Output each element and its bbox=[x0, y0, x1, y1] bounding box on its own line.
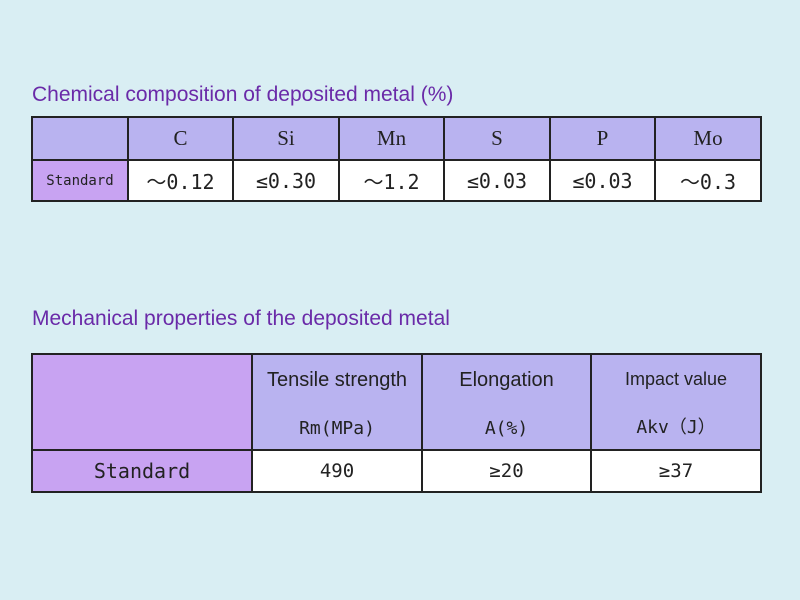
value-cell-c: ～0.12 bbox=[127, 159, 234, 202]
mechanical-properties-title: Mechanical properties of the deposited m… bbox=[32, 307, 450, 330]
value-cell-elongation: ≥20 bbox=[421, 449, 592, 493]
value-cell-s: ≤0.03 bbox=[443, 159, 551, 202]
table-row: Standard ～0.12 ≤0.30 ～1.2 ≤0.03 ≤0.03 ～0… bbox=[31, 159, 762, 202]
header-unit: A(%) bbox=[484, 418, 529, 439]
table-header-row: C Si Mn S P Mo bbox=[31, 116, 762, 161]
header-corner-cell bbox=[31, 116, 129, 161]
header-name: Tensile strength bbox=[266, 369, 408, 391]
mechanical-properties-table: Tensile strength Rm(MPa) Elongation A(%)… bbox=[31, 353, 762, 493]
header-name: Elongation bbox=[459, 369, 554, 391]
header-cell-mn: Mn bbox=[338, 116, 445, 161]
header-cell-s: S bbox=[443, 116, 551, 161]
value-cell-si: ≤0.30 bbox=[232, 159, 340, 202]
header-name: Impact value bbox=[624, 369, 728, 389]
header-corner-cell bbox=[31, 353, 253, 451]
header-unit: Rm(MPa) bbox=[299, 418, 375, 439]
row-label-standard: Standard bbox=[31, 159, 129, 202]
header-cell-mo: Mo bbox=[654, 116, 762, 161]
header-cell-c: C bbox=[127, 116, 234, 161]
header-cell-si: Si bbox=[232, 116, 340, 161]
header-cell-p: P bbox=[549, 116, 656, 161]
value-cell-impact-value: ≥37 bbox=[590, 449, 762, 493]
value-cell-mo: ～0.3 bbox=[654, 159, 762, 202]
chemical-composition-table: C Si Mn S P Mo Standard ～0.12 ≤0.30 ～1.2… bbox=[31, 116, 762, 202]
value-cell-p: ≤0.03 bbox=[549, 159, 656, 202]
header-cell-elongation: Elongation A(%) bbox=[421, 353, 592, 451]
header-unit: Akv（J） bbox=[636, 417, 716, 438]
header-cell-impact-value: Impact value Akv（J） bbox=[590, 353, 762, 451]
table-row: Standard 490 ≥20 ≥37 bbox=[31, 449, 762, 493]
row-label-standard: Standard bbox=[31, 449, 253, 493]
header-cell-tensile-strength: Tensile strength Rm(MPa) bbox=[251, 353, 423, 451]
value-cell-mn: ～1.2 bbox=[338, 159, 445, 202]
value-cell-tensile-strength: 490 bbox=[251, 449, 423, 493]
table-header-row: Tensile strength Rm(MPa) Elongation A(%)… bbox=[31, 353, 762, 451]
chemical-composition-title: Chemical composition of deposited metal … bbox=[32, 83, 454, 106]
